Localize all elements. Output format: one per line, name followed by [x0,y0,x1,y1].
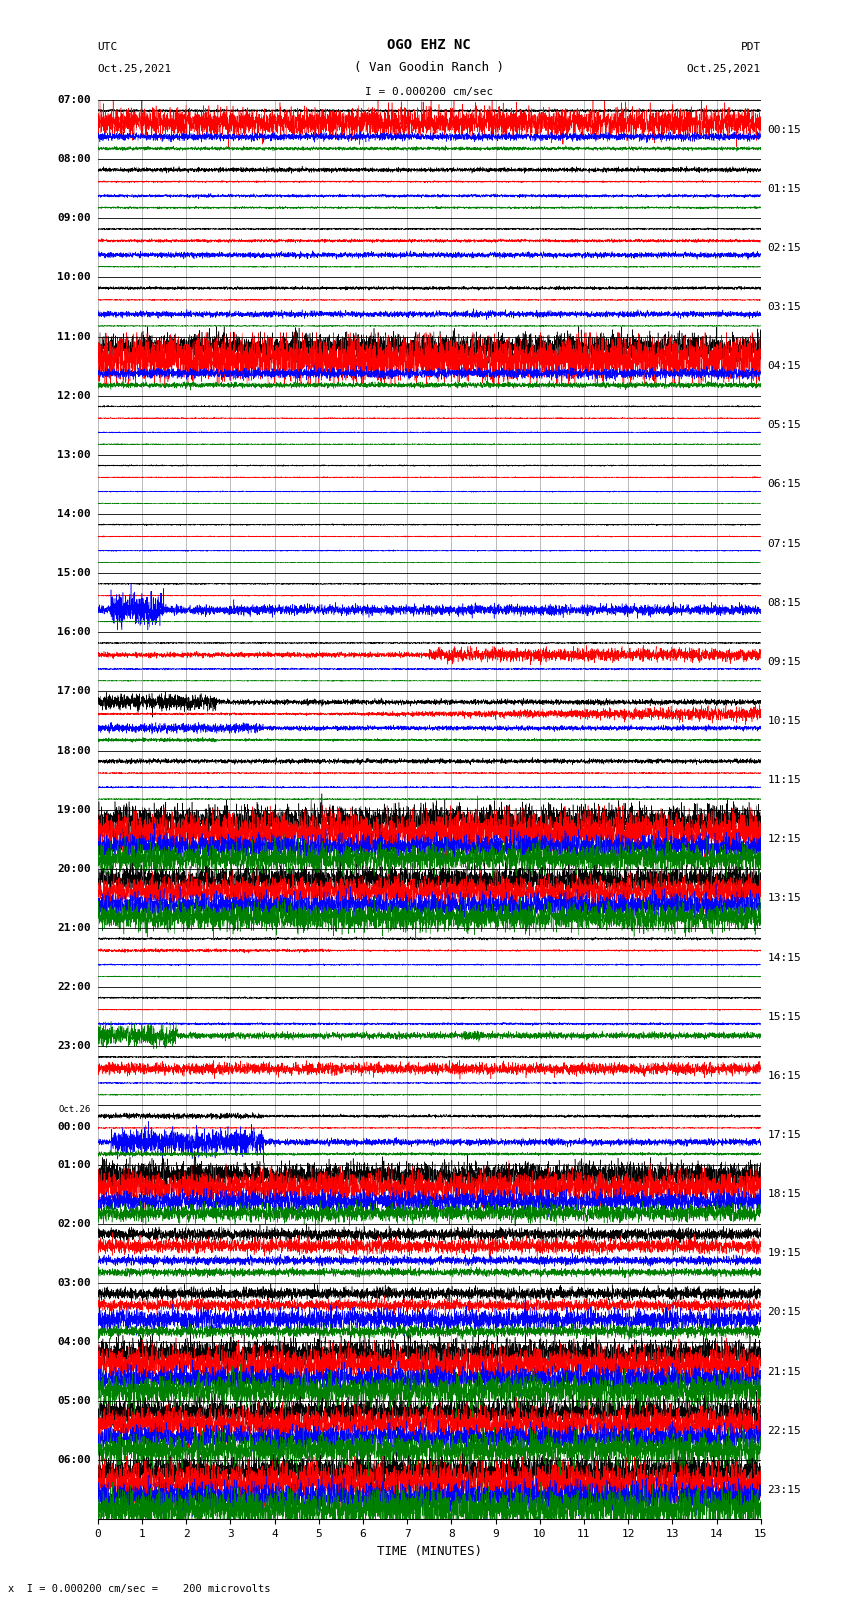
Text: 23:15: 23:15 [768,1486,802,1495]
Text: 13:00: 13:00 [57,450,91,460]
Text: 22:00: 22:00 [57,982,91,992]
Text: Oct.25,2021: Oct.25,2021 [687,65,761,74]
Text: 07:15: 07:15 [768,539,802,548]
Text: OGO EHZ NC: OGO EHZ NC [388,37,471,52]
Text: 17:15: 17:15 [768,1131,802,1140]
Text: 10:15: 10:15 [768,716,802,726]
Text: 08:00: 08:00 [57,155,91,165]
Text: 17:00: 17:00 [57,687,91,697]
Text: Oct.26: Oct.26 [59,1105,91,1115]
Text: 18:15: 18:15 [768,1189,802,1198]
Text: 19:00: 19:00 [57,805,91,815]
Text: I = 0.000200 cm/sec: I = 0.000200 cm/sec [366,87,493,97]
Text: 14:15: 14:15 [768,953,802,963]
Text: 12:00: 12:00 [57,390,91,400]
Text: 20:00: 20:00 [57,865,91,874]
Text: 21:15: 21:15 [768,1366,802,1376]
Text: 19:15: 19:15 [768,1248,802,1258]
Text: 18:00: 18:00 [57,745,91,755]
Text: 13:15: 13:15 [768,894,802,903]
Text: 03:15: 03:15 [768,302,802,311]
Text: 05:00: 05:00 [57,1397,91,1407]
Text: 16:00: 16:00 [57,627,91,637]
Text: 14:00: 14:00 [57,510,91,519]
Text: Oct.25,2021: Oct.25,2021 [98,65,172,74]
Text: 21:00: 21:00 [57,923,91,932]
Text: 11:15: 11:15 [768,776,802,786]
Text: 01:15: 01:15 [768,184,802,194]
Text: 11:00: 11:00 [57,332,91,342]
Text: 06:15: 06:15 [768,479,802,489]
Text: 03:00: 03:00 [57,1277,91,1287]
Text: x  I = 0.000200 cm/sec =    200 microvolts: x I = 0.000200 cm/sec = 200 microvolts [8,1584,271,1594]
Text: PDT: PDT [740,42,761,52]
Text: 01:00: 01:00 [57,1160,91,1169]
Text: 23:00: 23:00 [57,1042,91,1052]
Text: 04:00: 04:00 [57,1337,91,1347]
Text: 00:15: 00:15 [768,124,802,134]
Text: ( Van Goodin Ranch ): ( Van Goodin Ranch ) [354,61,504,74]
Text: 20:15: 20:15 [768,1308,802,1318]
Text: UTC: UTC [98,42,118,52]
Text: 02:15: 02:15 [768,244,802,253]
Text: 06:00: 06:00 [57,1455,91,1465]
Text: 02:00: 02:00 [57,1219,91,1229]
Text: 09:00: 09:00 [57,213,91,223]
Text: 12:15: 12:15 [768,834,802,844]
Text: 07:00: 07:00 [57,95,91,105]
Text: 10:00: 10:00 [57,273,91,282]
Text: 22:15: 22:15 [768,1426,802,1436]
Text: 00:00: 00:00 [57,1121,91,1132]
X-axis label: TIME (MINUTES): TIME (MINUTES) [377,1545,482,1558]
Text: 05:15: 05:15 [768,421,802,431]
Text: 09:15: 09:15 [768,656,802,666]
Text: 08:15: 08:15 [768,598,802,608]
Text: 04:15: 04:15 [768,361,802,371]
Text: 15:15: 15:15 [768,1011,802,1021]
Text: 16:15: 16:15 [768,1071,802,1081]
Text: 15:00: 15:00 [57,568,91,577]
